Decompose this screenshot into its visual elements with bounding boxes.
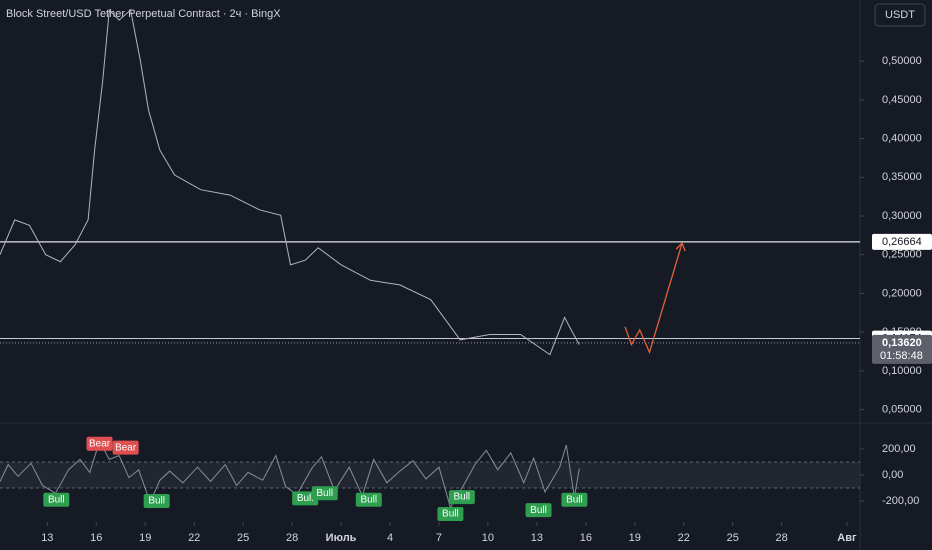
level-label: 0,26664 <box>882 236 922 248</box>
signal-label: Bull <box>566 494 583 505</box>
signal-label: Bull <box>48 494 65 505</box>
y-tick-label: 200,00 <box>882 443 916 455</box>
x-tick-label: 25 <box>237 532 249 544</box>
signal-label: Bull <box>148 496 165 507</box>
signal-label: Bull <box>316 488 333 499</box>
forecast-line <box>624 242 683 355</box>
x-tick-label: Июль <box>326 532 357 544</box>
signal-badge <box>292 491 319 506</box>
signal-label: Bear <box>89 438 111 449</box>
x-tick-label: 22 <box>188 532 200 544</box>
x-tick-label: 28 <box>776 532 788 544</box>
last-price-box <box>872 334 932 364</box>
signal-badge <box>311 486 338 501</box>
x-tick-label: 22 <box>678 532 690 544</box>
signal-badge <box>112 440 139 455</box>
last-price-label: 0,13620 <box>882 337 922 349</box>
currency[interactable]: USDT <box>885 9 915 21</box>
x-tick-label: 28 <box>286 532 298 544</box>
signal-badge <box>437 507 464 522</box>
signal-badge <box>143 494 170 509</box>
countdown: 01:58:48 <box>880 350 923 362</box>
x-tick-label: 16 <box>580 532 592 544</box>
y-tick-label: -200,00 <box>882 495 919 507</box>
signal-label: Bull <box>297 493 314 504</box>
y-tick-label: 0,05000 <box>882 404 922 416</box>
x-tick-label: 7 <box>436 532 442 544</box>
signal-label: Bull <box>442 509 459 520</box>
signal-badge <box>561 492 588 507</box>
x-tick-label: 16 <box>90 532 102 544</box>
x-tick-label: 13 <box>531 532 543 544</box>
x-tick-label: 10 <box>482 532 494 544</box>
level-box <box>872 233 932 250</box>
x-tick-label: 19 <box>139 532 151 544</box>
y-tick-label: 0,45000 <box>882 94 922 106</box>
signal-label: Bull <box>453 492 470 503</box>
chart-title: Block Street/USD Tether Perpetual Contra… <box>6 8 281 20</box>
signal-badge <box>43 492 70 507</box>
signal-badge <box>525 503 552 518</box>
y-tick-label: 0,35000 <box>882 171 922 183</box>
y-tick-label: 0,10000 <box>882 365 922 377</box>
y-tick-label: 0,50000 <box>882 55 922 67</box>
y-tick-label: 0,25000 <box>882 249 922 261</box>
y-tick-label: 0,40000 <box>882 133 922 145</box>
x-tick-label: 4 <box>387 532 393 544</box>
forecast-arrowhead <box>675 241 686 252</box>
y-tick-label: 0,00 <box>882 469 903 481</box>
signal-badge <box>355 492 382 507</box>
y-tick-label: 0,20000 <box>882 287 922 299</box>
signal-badge <box>448 490 475 505</box>
x-tick-label: 13 <box>41 532 53 544</box>
signal-label: Bull <box>530 505 547 516</box>
y-tick-label: 0,30000 <box>882 210 922 222</box>
signal-label: Bear <box>115 442 137 453</box>
x-tick-label: 25 <box>727 532 739 544</box>
x-tick-label: 19 <box>629 532 641 544</box>
price-line <box>0 8 580 356</box>
signal-label: Bull <box>360 494 377 505</box>
signal-badge <box>86 436 113 451</box>
price-line <box>0 439 580 509</box>
x-tick-label: Авг <box>837 532 857 544</box>
currency-button[interactable] <box>874 3 926 27</box>
